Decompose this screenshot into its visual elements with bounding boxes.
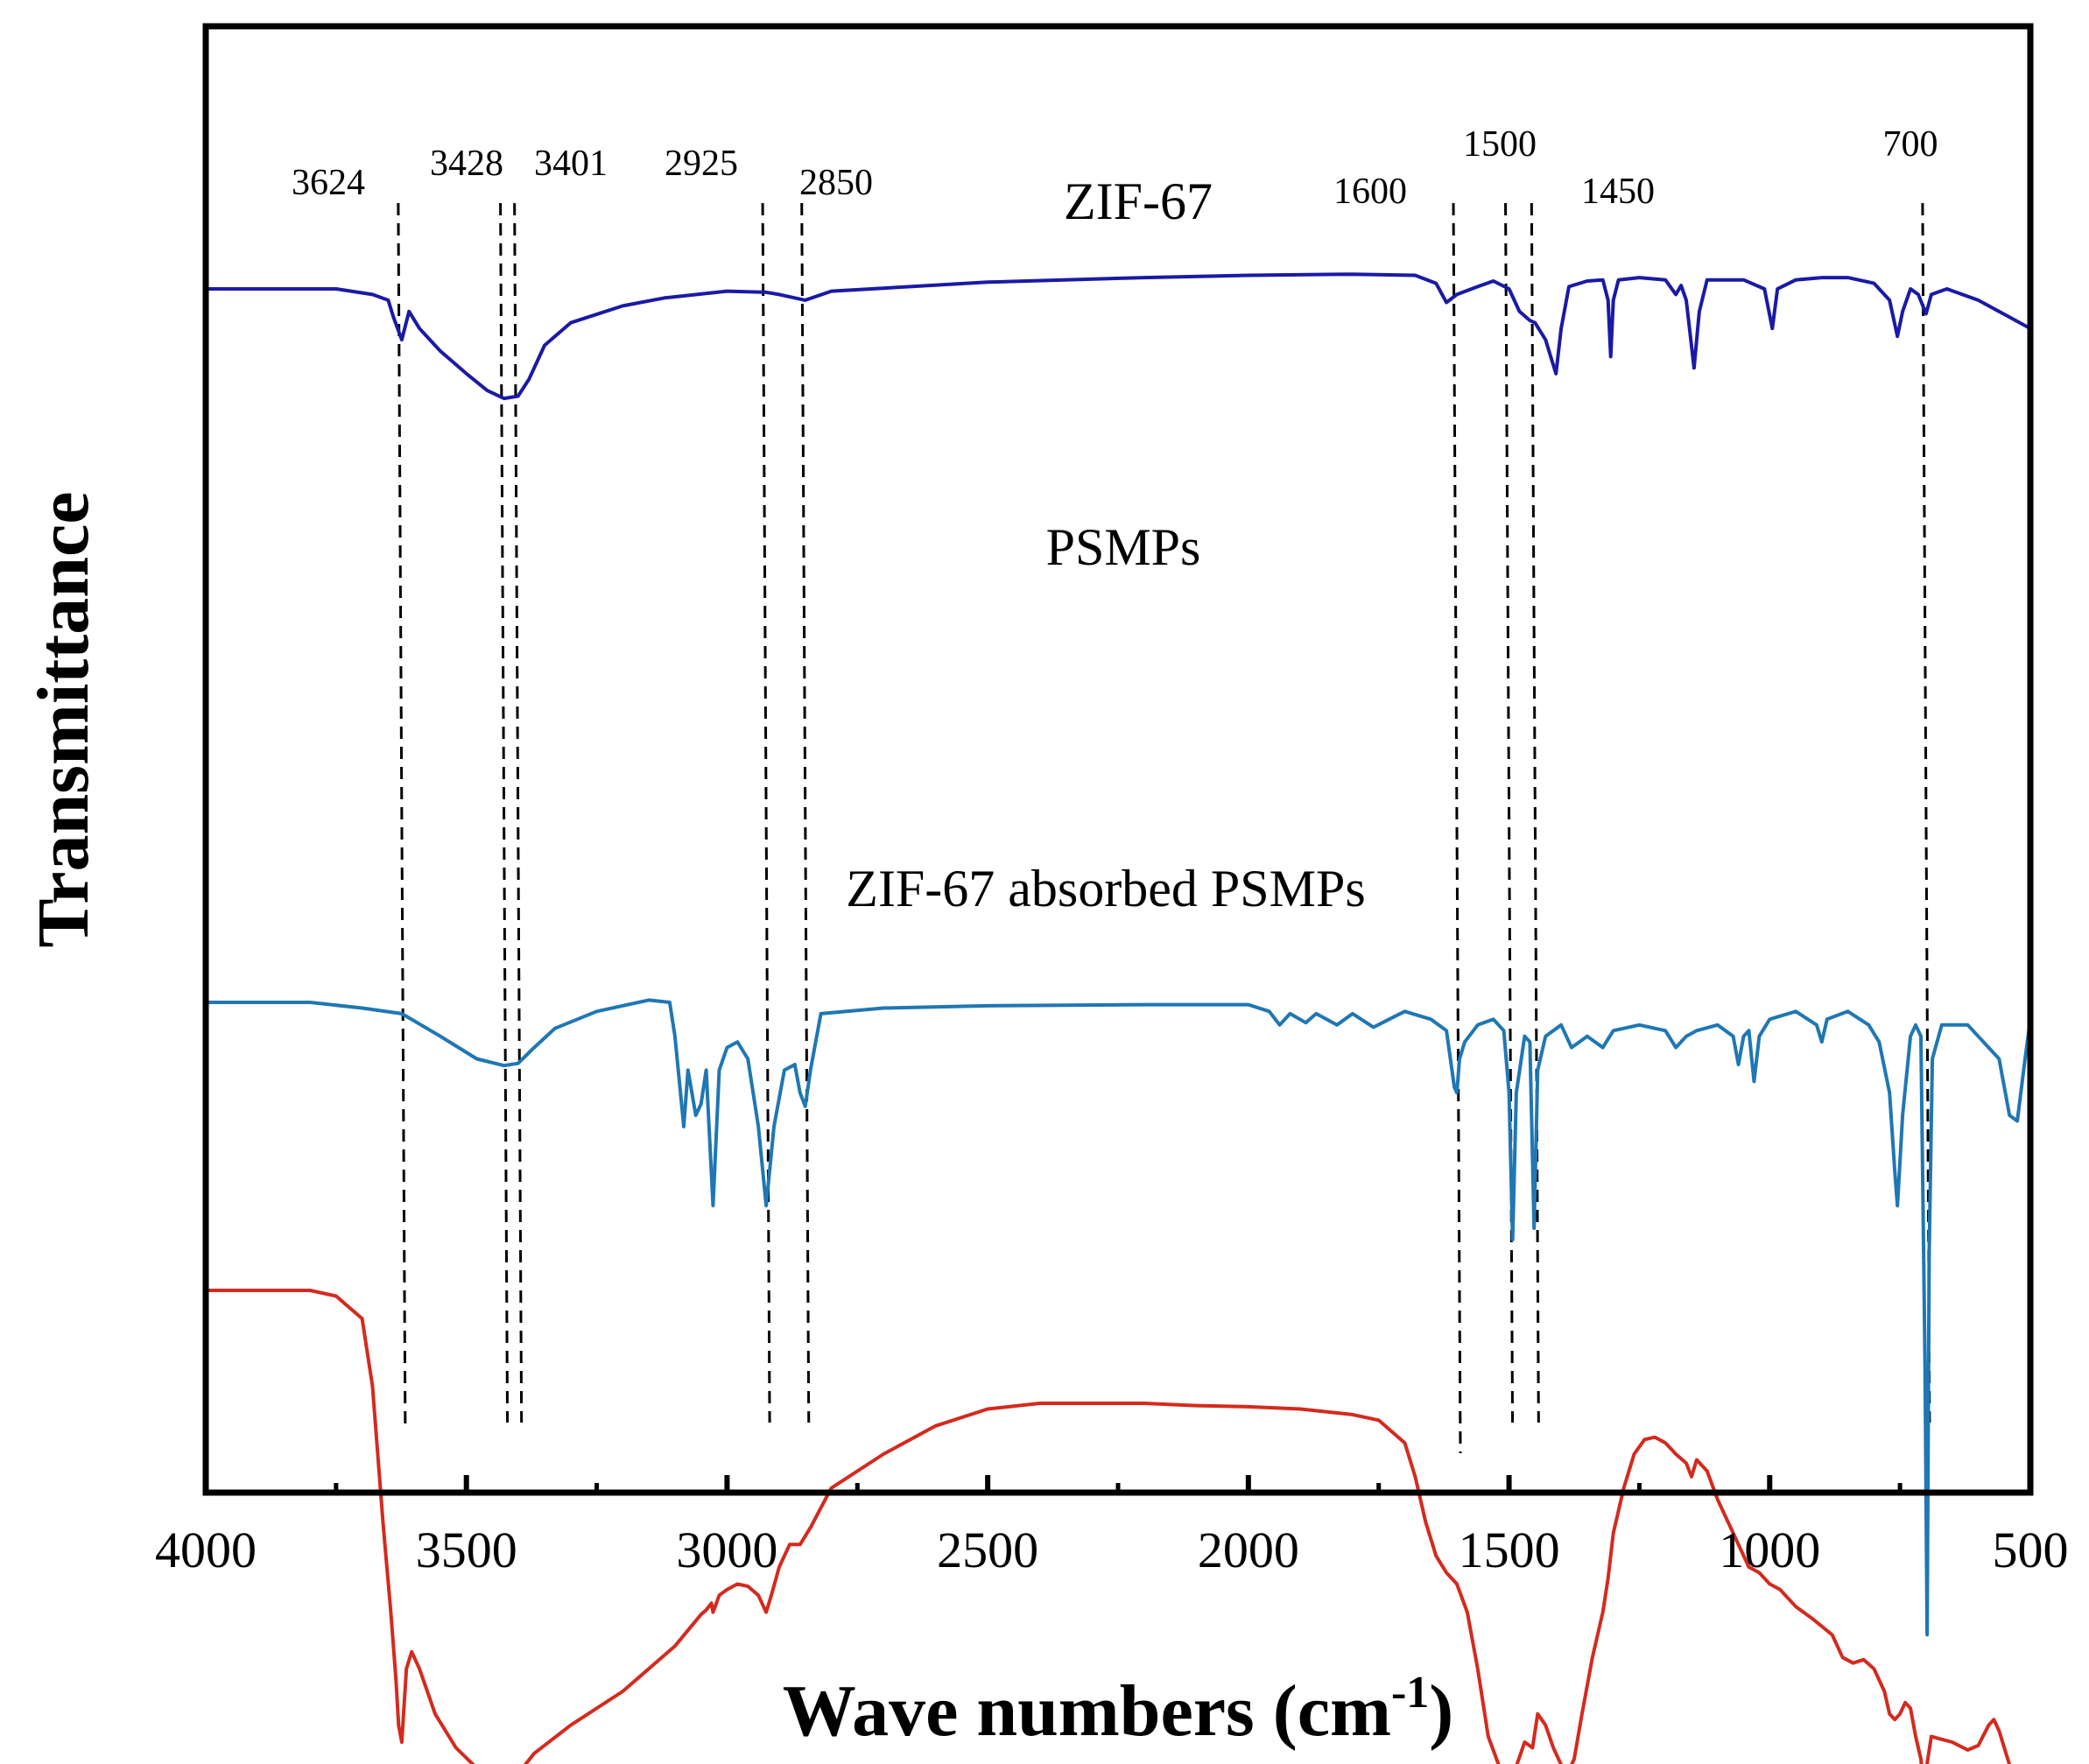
series-label-2: PSMPs: [1046, 518, 1201, 576]
peak-label-2850: 2850: [799, 163, 873, 203]
peak-line-2925: [761, 202, 771, 1423]
x-tick-label-1500: 1500: [1459, 1522, 1560, 1578]
x-tick-label-4000: 4000: [155, 1522, 257, 1578]
x-tick-label-1000: 1000: [1719, 1522, 1820, 1578]
series-line-2: [206, 998, 2032, 1637]
x-tick-label-2000: 2000: [1198, 1522, 1299, 1578]
peak-label-3428: 3428: [430, 144, 503, 184]
peak-label-1500: 1500: [1463, 124, 1537, 165]
peak-label-700: 700: [1883, 124, 1938, 165]
peak-line-1450: [1530, 202, 1540, 1423]
x-tick-label-500: 500: [1993, 1522, 2069, 1578]
series-label-1: ZIF-67: [1064, 172, 1213, 230]
spectra-lines: [206, 272, 2032, 1764]
peak-label-2925: 2925: [665, 144, 738, 184]
series-labels: ZIF-67 PSMPs ZIF-67 absorbed PSMPs: [846, 172, 1365, 917]
peak-line-1600: [1452, 202, 1462, 1454]
peak-label-1600: 1600: [1333, 172, 1407, 212]
peak-line-3401: [513, 202, 524, 1423]
plot-frame: [202, 23, 2034, 1496]
x-tick-label-3000: 3000: [676, 1522, 777, 1578]
peak-labels: 3624 3428 3401 2925 2850 1600 1500 1450 700: [292, 124, 1938, 212]
x-tick-label-2500: 2500: [937, 1522, 1038, 1578]
peak-label-3624: 3624: [292, 163, 365, 203]
peak-line-3428: [499, 202, 510, 1423]
x-axis-ticks: 4000 3500 3000 2500 2000 1500 1000 500: [155, 1475, 2069, 1578]
peak-marker-lines: [397, 202, 1931, 1454]
y-axis-title: Transmittance: [23, 491, 104, 947]
peak-line-2850: [800, 202, 811, 1423]
series-label-3: ZIF-67 absorbed PSMPs: [846, 860, 1365, 917]
peak-line-3624: [397, 202, 407, 1428]
series-line-1: [206, 272, 2031, 401]
peak-label-1450: 1450: [1581, 172, 1655, 212]
x-axis-title: Wave numbers (cm-1): [783, 1668, 1454, 1752]
peak-label-3401: 3401: [534, 144, 608, 184]
series-line-3: [206, 1289, 2012, 1764]
x-tick-label-3500: 3500: [416, 1522, 517, 1578]
